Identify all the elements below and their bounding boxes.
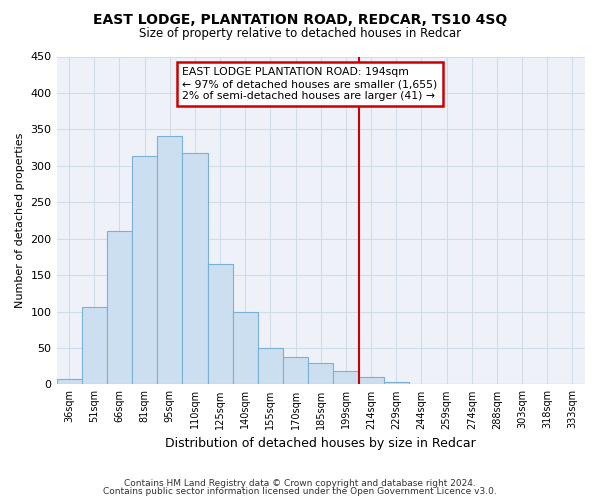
Text: EAST LODGE PLANTATION ROAD: 194sqm
← 97% of detached houses are smaller (1,655)
: EAST LODGE PLANTATION ROAD: 194sqm ← 97%…: [182, 68, 437, 100]
Bar: [208, 264, 233, 384]
Bar: [107, 232, 132, 384]
Bar: [132, 156, 157, 384]
Bar: [359, 377, 383, 384]
Y-axis label: Number of detached properties: Number of detached properties: [15, 133, 25, 308]
Bar: [334, 370, 359, 384]
Text: Size of property relative to detached houses in Redcar: Size of property relative to detached ho…: [139, 28, 461, 40]
Bar: [157, 136, 182, 384]
X-axis label: Distribution of detached houses by size in Redcar: Distribution of detached houses by size …: [166, 437, 476, 450]
Bar: [233, 312, 258, 384]
Bar: [283, 358, 308, 384]
Text: Contains public sector information licensed under the Open Government Licence v3: Contains public sector information licen…: [103, 487, 497, 496]
Bar: [258, 348, 283, 385]
Bar: [182, 152, 208, 384]
Bar: [82, 307, 107, 384]
Bar: [308, 362, 334, 384]
Text: EAST LODGE, PLANTATION ROAD, REDCAR, TS10 4SQ: EAST LODGE, PLANTATION ROAD, REDCAR, TS1…: [93, 12, 507, 26]
Bar: [383, 382, 409, 384]
Text: Contains HM Land Registry data © Crown copyright and database right 2024.: Contains HM Land Registry data © Crown c…: [124, 478, 476, 488]
Bar: [56, 380, 82, 384]
